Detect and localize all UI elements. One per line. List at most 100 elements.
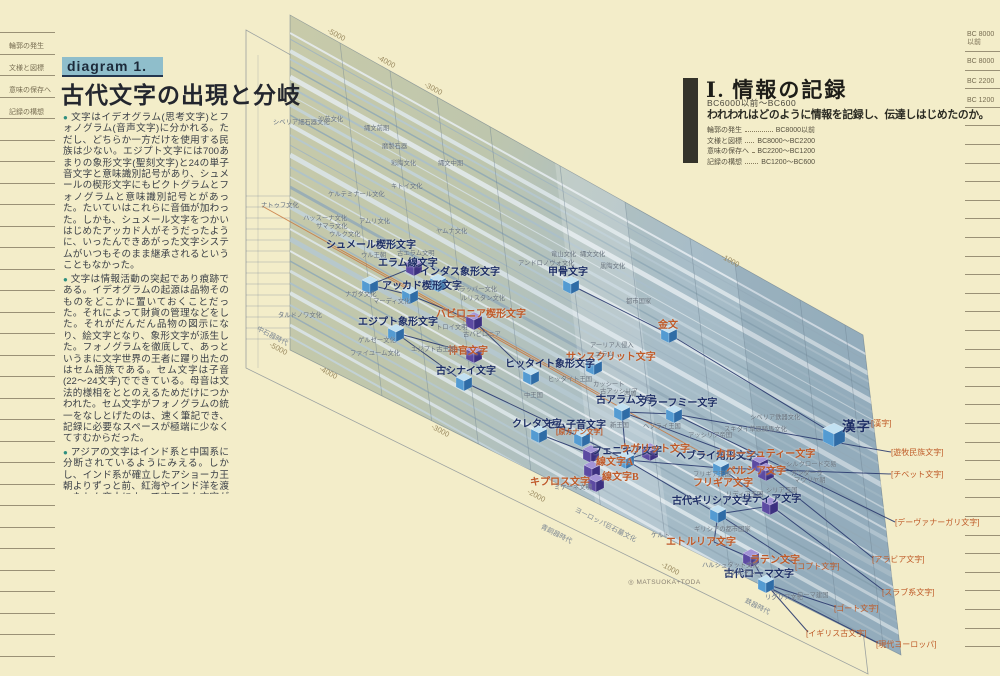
script-node-label: 古シナイ文字: [436, 366, 496, 377]
descendant-script-label: [チベット文字]: [891, 470, 944, 479]
culture-label: ハッスーナ文化: [303, 215, 348, 222]
margin-rule: [965, 385, 1000, 387]
script-node-cube: [757, 574, 775, 594]
timeline-row: 記録の構想 BC1200〜BC600: [707, 157, 815, 168]
culture-label: 古バビロニア: [463, 331, 501, 338]
margin-rule: [965, 478, 1000, 480]
margin-rule: [0, 96, 55, 98]
script-node-label: キプロス文字: [530, 477, 590, 488]
descendant-script-label: [イギリス古文字]: [806, 629, 867, 638]
margin-rule: [965, 516, 1000, 517]
script-node-cube: [429, 273, 447, 293]
culture-label: アーリア人侵入: [590, 342, 634, 349]
script-node-cube: [585, 356, 603, 376]
timeline-row: 文様と図標 BC8000〜BC2200: [707, 136, 815, 147]
margin-rule: [0, 118, 55, 119]
culture-label: ハラッパー文化: [453, 286, 498, 293]
margin-rule: [965, 292, 1000, 294]
script-node-label: エジプト象形文字: [358, 317, 438, 328]
script-node-cube: [665, 404, 683, 424]
margin-rule: [0, 161, 55, 162]
section-date-range: BC6000以前〜BC600: [707, 98, 797, 108]
script-node-label: フリギア文字: [693, 478, 753, 489]
dotted-leader: [745, 157, 759, 164]
script-node-label: 線文字B: [602, 472, 639, 483]
margin-date-label: BC 1200: [967, 97, 995, 104]
margin-rule: [965, 311, 1000, 313]
descendant-script-label: [デーヴァナーガリ文字]: [895, 518, 980, 527]
script-node-cube: [641, 442, 659, 462]
script-node-label: カローシュティー文字: [716, 449, 816, 460]
timeline-phase-range: BC8000〜BC2200: [757, 137, 815, 145]
margin-rule: [965, 348, 1000, 350]
margin-rule: [0, 268, 55, 270]
margin-rule: [965, 441, 1000, 443]
culture-label: エジプト古王国: [411, 346, 456, 353]
margin-rule: [965, 88, 1000, 90]
culture-label: ナガダ文化: [345, 291, 377, 298]
culture-label: サマラ文化: [316, 223, 348, 230]
script-node-label: ペルシア文字: [726, 466, 786, 477]
timeline-phase-range: BC8000以前: [775, 127, 815, 134]
descendant-script-label: [現代ヨーロッパ]: [876, 640, 937, 649]
culture-label: アムリ文化: [359, 218, 391, 225]
script-node-label: サンスクリット文字: [566, 352, 656, 363]
margin-rule: [0, 526, 55, 528]
copyright-credit: ◎ MATSUOKA+TODA: [628, 579, 701, 586]
culture-label: シベリア鉄器文化: [750, 414, 801, 421]
culture-label: ナトゥフ文化: [261, 202, 299, 209]
timeline-row: 意味の保存へ BC2200〜BC1200: [707, 146, 815, 157]
margin-phase-label: 文様と図標: [9, 65, 44, 72]
script-node-cube: [573, 428, 591, 448]
culture-label: 古アッシリア: [600, 388, 638, 395]
margin-phase-label: 意味の保存へ: [9, 87, 51, 94]
culture-label: 竜山文化: [551, 251, 577, 258]
margin-rule: [0, 311, 55, 313]
script-node-cube: [613, 402, 631, 422]
timeline-phase-label: 文様と図標: [707, 137, 742, 145]
dotted-leader: [745, 136, 755, 143]
script-node-label: ヒッタイト象形文字: [505, 359, 595, 370]
margin-rule: [0, 655, 55, 657]
script-node-cube: [465, 311, 483, 331]
culture-label: マーディ文化: [373, 298, 411, 305]
culture-label: 西周: [624, 391, 637, 398]
culture-label: 新王国: [610, 422, 629, 429]
margin-rule: [0, 290, 55, 291]
script-node-label: 金文: [658, 320, 678, 331]
script-node-label: シュメール楔形文字: [326, 240, 416, 251]
culture-label: ギリシアの都市国家: [694, 526, 751, 533]
article-body: 文字はイデオグラム(思考文字)とフォノグラム(音声文字)に分かれる。ただし、どち…: [63, 112, 229, 494]
timeline-phase-label: 意味の保存へ: [707, 148, 749, 155]
culture-label: 縄文前期: [364, 125, 390, 132]
culture-label: 縄文文化: [580, 251, 606, 258]
culture-label: ヒッタイト王国: [548, 376, 593, 383]
culture-label: ルリスタン文化: [461, 295, 506, 302]
script-node-cube: [712, 458, 730, 478]
margin-rule: [965, 590, 1000, 592]
script-node-cube: [617, 450, 635, 470]
article-paragraph: 文字はイデオグラム(思考文字)とフォノグラム(音声文字)に分かれる。ただし、どち…: [63, 112, 229, 272]
script-node-cube: [757, 462, 775, 482]
dotted-leader: [752, 147, 755, 153]
culture-label: 磨製石器: [382, 143, 408, 150]
margin-rule: [0, 591, 55, 592]
article-paragraph: アジアの文字はインド系と中国系に分断されているようにみえる。しかし、インド系が確…: [63, 447, 229, 494]
culture-label: ファイユーム文化: [350, 350, 401, 357]
script-node-cube: [405, 257, 423, 277]
margin-phase-label: 記録の構想: [9, 109, 44, 116]
margin-rule: [965, 51, 1000, 52]
script-node-cube: [709, 504, 727, 524]
margin-rule: [965, 237, 1000, 238]
culture-label: 沙苑文化: [318, 116, 344, 123]
margin-rule: [0, 182, 55, 184]
timeline-phase-label: 輪郭の発生: [707, 127, 742, 134]
culture-label: ヘブライ王国: [643, 423, 681, 430]
script-node-cube: [822, 422, 846, 448]
diagram-kicker: diagram 1.: [62, 57, 164, 77]
diagram-title: 古代文字の出現と分岐: [61, 83, 301, 108]
script-node-label: セム子音文字: [546, 420, 606, 431]
script-node-label: ラテン文字: [750, 555, 800, 566]
margin-rule: [0, 53, 55, 55]
margin-rule: [965, 534, 1000, 536]
